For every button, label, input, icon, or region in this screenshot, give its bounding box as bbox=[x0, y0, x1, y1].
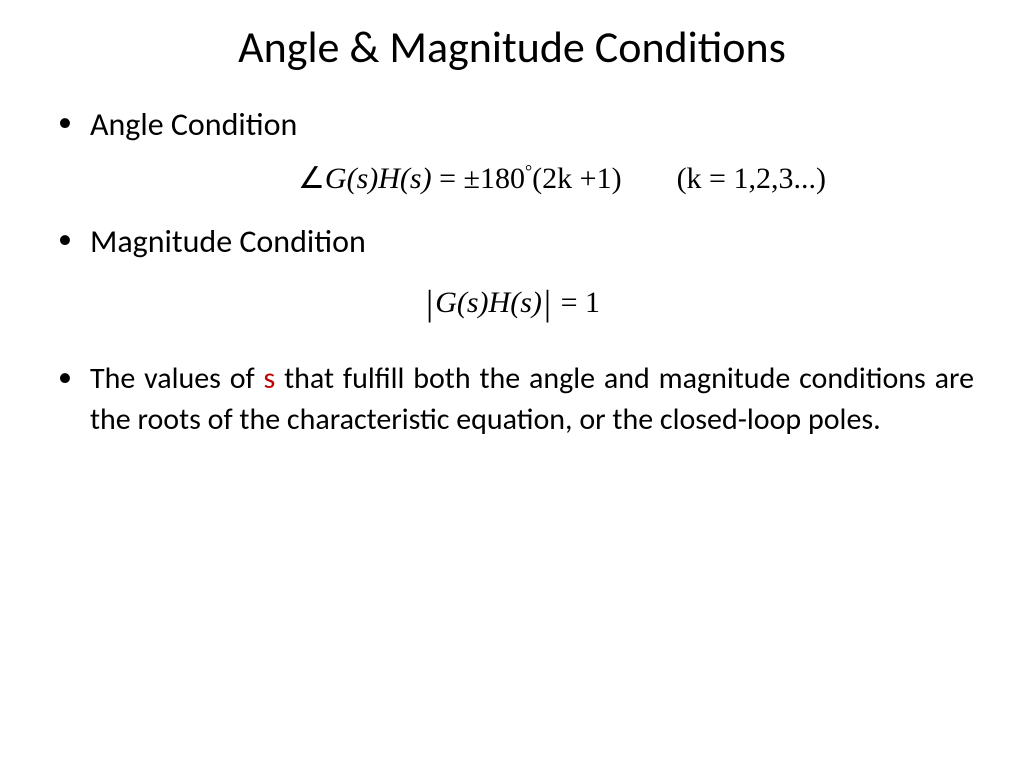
para-pre: The values of bbox=[90, 360, 264, 397]
variable-s-highlight: s bbox=[264, 360, 276, 397]
eq1-degval: 180 bbox=[480, 162, 525, 195]
eq1-paren: (2k +1) bbox=[532, 162, 621, 195]
eq1-kspec: (k = 1,2,3...) bbox=[677, 162, 826, 195]
eq2-equals: = bbox=[553, 286, 585, 319]
eq2-lhs: G(s)H(s) bbox=[435, 286, 542, 319]
bullet-magnitude-condition: • Magnitude Condition bbox=[50, 221, 974, 263]
eq1-pm: ± bbox=[463, 162, 479, 195]
bullet-angle-condition: • Angle Condition bbox=[50, 104, 974, 146]
bullet-text-magnitude: Magnitude Condition bbox=[90, 221, 366, 263]
bullet-dot-icon: • bbox=[58, 359, 72, 395]
bullet-dot-icon: • bbox=[58, 221, 72, 257]
abs-bar-right-icon: | bbox=[542, 283, 553, 323]
bullet-dot-icon: • bbox=[58, 104, 72, 140]
bullet-text-angle: Angle Condition bbox=[90, 104, 297, 146]
abs-bar-left-icon: | bbox=[424, 283, 435, 323]
equation-angle: ∠G(s)H(s) = ±180°(2k +1)(k = 1,2,3...) bbox=[50, 161, 974, 196]
angle-symbol-icon: ∠ bbox=[298, 162, 325, 195]
eq2-rhs: 1 bbox=[585, 286, 600, 319]
bullet-explanation: • The values of s that fulfill both the … bbox=[50, 359, 974, 440]
eq1-lhs: G(s)H(s) bbox=[325, 162, 432, 195]
eq1-equals: = bbox=[432, 162, 464, 195]
explanation-text: The values of s that fulfill both the an… bbox=[90, 359, 974, 440]
slide-title: Angle & Magnitude Conditions bbox=[50, 20, 974, 74]
equation-magnitude: |G(s)H(s)| = 1 bbox=[50, 282, 974, 324]
